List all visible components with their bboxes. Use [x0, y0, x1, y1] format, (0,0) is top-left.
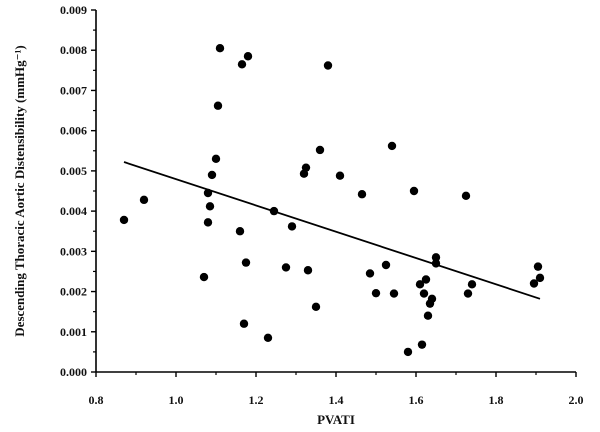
- data-point: [387, 141, 397, 151]
- y-tick-label: 0.000: [60, 365, 87, 379]
- data-point: [237, 60, 247, 69]
- data-point: [357, 190, 367, 199]
- data-point: [415, 280, 425, 289]
- x-axis-label: PVATI: [317, 412, 355, 427]
- data-point: [301, 163, 311, 172]
- data-point: [365, 269, 375, 278]
- data-point: [235, 227, 245, 236]
- data-point: [287, 222, 297, 231]
- data-point: [431, 259, 441, 268]
- data-point: [263, 333, 273, 343]
- x-tick-label: 0.8: [89, 393, 104, 407]
- data-points: [119, 44, 545, 357]
- data-point: [409, 186, 419, 196]
- axis-ticks: 0.000 0.001 0.002 0.003 0.004 0.005 0.006 0.007…: [60, 3, 584, 407]
- data-point: [207, 170, 217, 180]
- data-point: [241, 258, 251, 267]
- data-point: [215, 44, 225, 53]
- data-point: [323, 61, 333, 70]
- data-point: [205, 202, 215, 211]
- data-point: [419, 289, 429, 298]
- data-point: [315, 145, 325, 155]
- x-tick-label: 1.6: [409, 393, 424, 407]
- data-point: [119, 215, 129, 225]
- y-tick-label: 0.002: [60, 285, 87, 299]
- data-point: [303, 266, 313, 275]
- y-tick-label: 0.008: [60, 43, 87, 57]
- data-point: [211, 154, 221, 164]
- data-point: [203, 188, 213, 198]
- trendline-group: [123, 161, 541, 300]
- data-point: [139, 195, 149, 205]
- y-tick-label: 0.006: [60, 124, 87, 138]
- x-tick-label: 1.0: [169, 393, 184, 407]
- data-point: [533, 262, 543, 271]
- data-point: [213, 101, 223, 110]
- y-tick-label: 0.001: [60, 325, 87, 339]
- data-point: [403, 347, 413, 357]
- x-tick-label: 1.2: [249, 393, 264, 407]
- data-point: [431, 253, 441, 262]
- data-point: [269, 206, 279, 216]
- data-point: [335, 171, 345, 180]
- data-point: [281, 263, 291, 272]
- data-point: [239, 319, 249, 328]
- y-axis-label: Descending Thoracic Aortic Distensibilit…: [12, 45, 27, 336]
- x-tick-label: 1.4: [329, 393, 344, 407]
- data-point: [427, 294, 437, 303]
- axes: [95, 10, 576, 373]
- data-point: [529, 279, 539, 288]
- data-point: [203, 218, 213, 227]
- y-tick-label: 0.003: [60, 244, 87, 258]
- data-point: [381, 260, 391, 270]
- data-point: [535, 273, 545, 283]
- data-point: [421, 275, 431, 284]
- data-point: [389, 289, 399, 298]
- data-point: [199, 272, 209, 282]
- x-tick-label: 1.8: [489, 393, 504, 407]
- y-tick-label: 0.009: [60, 3, 87, 17]
- y-tick-label: 0.004: [60, 204, 87, 218]
- data-point: [423, 311, 433, 320]
- y-tick-label: 0.005: [60, 164, 87, 178]
- data-point: [467, 280, 477, 289]
- regression-line: [123, 161, 541, 300]
- data-point: [243, 52, 253, 61]
- data-point: [417, 340, 427, 349]
- data-point: [463, 289, 473, 298]
- data-point: [461, 191, 471, 201]
- data-point: [371, 288, 381, 298]
- data-point: [311, 302, 321, 312]
- y-tick-label: 0.007: [60, 83, 87, 97]
- x-tick-label: 2.0: [569, 393, 584, 407]
